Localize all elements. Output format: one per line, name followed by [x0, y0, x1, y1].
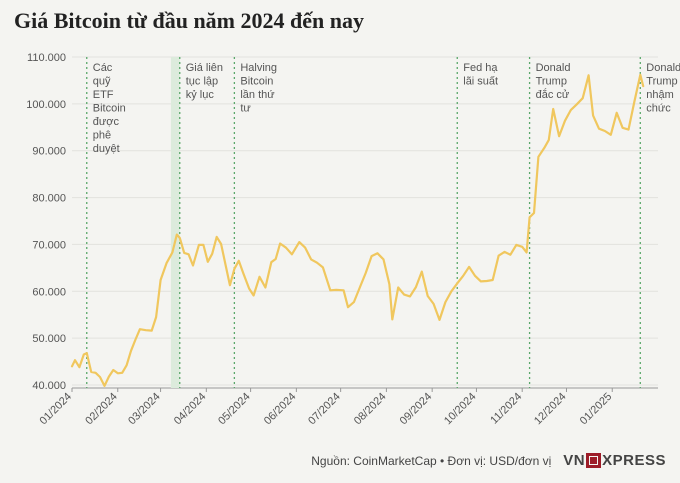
x-tick-label: 10/2024 — [442, 391, 479, 428]
event-label-line: Các — [93, 62, 113, 74]
event-label-line: tục lập — [186, 76, 218, 88]
x-tick-label: 04/2024 — [172, 391, 209, 428]
event-label: Fed hạ lãi suất — [463, 62, 498, 88]
event-label-line: lãi suất — [463, 76, 498, 88]
x-tick-label: 11/2024 — [488, 391, 524, 427]
x-tick-label: 01/2024 — [38, 391, 75, 428]
logo-text-left: VN — [563, 452, 586, 469]
y-tick-label: 60.000 — [32, 286, 66, 298]
x-tick-label: 06/2024 — [262, 391, 299, 428]
event-label-line: kỷ lục — [186, 89, 215, 101]
x-tick-labels: 01/2024 02/2024 03/2024 04/2024 05/2024 06/20… — [38, 388, 615, 428]
event-label-line: Donald — [646, 62, 680, 74]
y-tick-label: 80.000 — [32, 193, 66, 205]
price-line — [70, 73, 645, 387]
x-tick-label: 07/2024 — [306, 391, 343, 428]
event-label-line: Halving — [240, 62, 277, 74]
event-label-line: Fed hạ — [463, 62, 498, 74]
annotation-bands — [170, 57, 180, 388]
y-tick-label: 110.000 — [27, 52, 66, 64]
event-label: Halving Bitcoin lần thứ tư — [240, 62, 277, 115]
vnexpress-logo: VN XPRESS — [563, 452, 666, 469]
event-label-line: phê — [93, 130, 111, 142]
y-tick-label: 90.000 — [32, 146, 66, 158]
y-tick-label: 100.000 — [26, 99, 66, 111]
event-label-line: tư — [240, 103, 251, 115]
x-tick-label: 08/2024 — [352, 391, 389, 428]
event-label-line: Bitcoin — [93, 103, 126, 115]
event-label-line: quỹ — [93, 76, 111, 88]
footer: Nguồn: CoinMarketCap • Đơn vị: USD/đơn v… — [311, 452, 666, 469]
chart-title: Giá Bitcoin từ đầu năm 2024 đến nay — [14, 8, 364, 33]
y-tick-labels: 40.000 50.000 60.000 70.000 80.000 90.000 100.… — [26, 52, 66, 392]
event-label-line: lần thứ — [240, 89, 275, 101]
annotation-band — [170, 57, 180, 388]
event-label-line: Donald — [536, 62, 571, 74]
event-label-line: được — [93, 116, 120, 128]
x-tick-label: 01/2025 — [578, 391, 615, 428]
event-label-line: Trump — [536, 76, 567, 88]
price-series — [70, 73, 645, 387]
event-label-line: ETF — [93, 89, 114, 101]
source-note: Nguồn: CoinMarketCap • Đơn vị: USD/đơn v… — [311, 453, 552, 468]
event-label: Donald Trump nhậm chức — [646, 62, 680, 115]
event-label: Donald Trump đắc cử — [536, 62, 571, 101]
y-tick-label: 70.000 — [32, 239, 66, 251]
logo-mark-icon — [586, 453, 602, 468]
y-tick-label: 40.000 — [32, 380, 66, 392]
event-label-line: Trump — [646, 76, 677, 88]
x-tick-label: 05/2024 — [216, 391, 253, 428]
event-label-line: duyệt — [93, 143, 120, 155]
grid-lines — [72, 56, 658, 389]
x-tick-label: 02/2024 — [83, 391, 120, 428]
event-label-line: đắc cử — [536, 88, 570, 101]
event-label-line: Bitcoin — [240, 76, 273, 88]
event-label-line: nhậm — [646, 89, 674, 101]
event-label: Giá liên tục lập kỷ lục — [186, 62, 223, 101]
x-tick-label: 09/2024 — [398, 391, 435, 428]
event-label-line: chức — [646, 103, 671, 115]
x-tick-label: 03/2024 — [126, 391, 163, 428]
y-tick-label: 50.000 — [32, 333, 66, 345]
x-tick-label: 12/2024 — [532, 391, 569, 428]
event-label-line: Giá liên — [186, 62, 223, 74]
logo-text-right: XPRESS — [602, 452, 666, 469]
event-label: Các quỹ ETF Bitcoin được phê duyệt — [93, 62, 126, 155]
